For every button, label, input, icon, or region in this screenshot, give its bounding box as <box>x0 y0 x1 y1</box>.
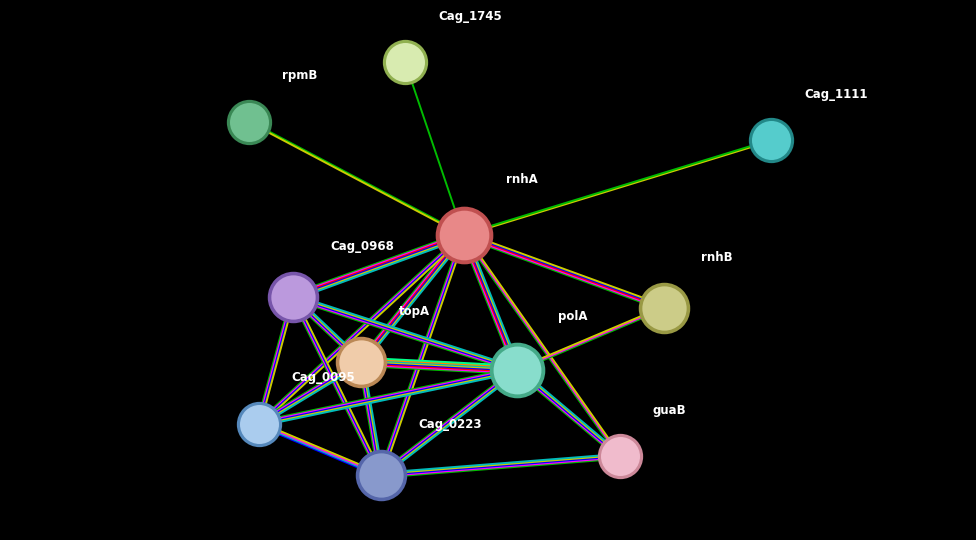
Point <box>251 420 266 428</box>
Point <box>373 471 388 480</box>
Point <box>612 452 628 461</box>
Point <box>763 136 779 145</box>
Point <box>656 303 671 312</box>
Point <box>241 117 257 126</box>
Point <box>285 293 301 301</box>
Text: Cag_0968: Cag_0968 <box>330 240 394 253</box>
Point <box>656 303 671 312</box>
Point <box>509 366 525 374</box>
Text: guaB: guaB <box>653 404 686 417</box>
Point <box>285 293 301 301</box>
Point <box>612 452 628 461</box>
Point <box>353 357 369 366</box>
Point <box>763 136 779 145</box>
Text: Cag_0223: Cag_0223 <box>418 418 481 431</box>
Text: Cag_1745: Cag_1745 <box>438 10 502 23</box>
Text: Cag_0095: Cag_0095 <box>292 372 355 384</box>
Point <box>251 420 266 428</box>
Text: Cag_1111: Cag_1111 <box>804 88 868 101</box>
Point <box>456 231 471 239</box>
Point <box>456 231 471 239</box>
Point <box>509 366 525 374</box>
Text: polA: polA <box>557 310 588 323</box>
Point <box>373 471 388 480</box>
Point <box>353 357 369 366</box>
Text: rnhA: rnhA <box>506 173 538 186</box>
Point <box>241 117 257 126</box>
Point <box>397 58 413 66</box>
Point <box>397 58 413 66</box>
Text: rnhB: rnhB <box>701 251 733 264</box>
Text: rpmB: rpmB <box>282 69 317 82</box>
Text: topA: topA <box>398 305 429 318</box>
